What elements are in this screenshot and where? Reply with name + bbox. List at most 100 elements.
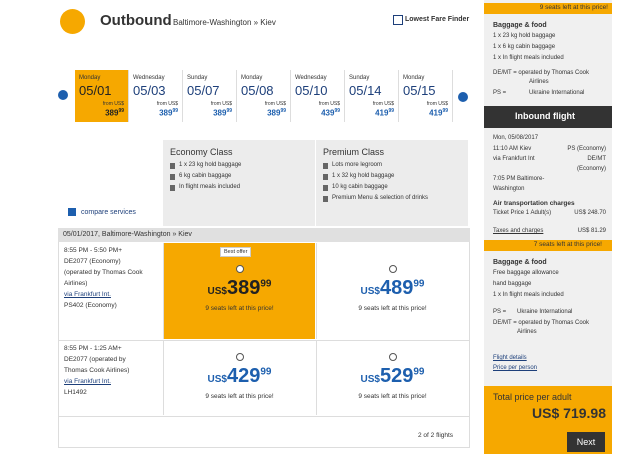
weekday: Sunday (349, 75, 370, 81)
fare-price: US$52999 (317, 365, 468, 388)
fare-price: 389 (226, 277, 261, 299)
sb-link[interactable]: Price per person (493, 365, 538, 371)
fare-cell[interactable]: Best offer US$38999 9 seats left at this p… (163, 243, 315, 339)
price-main: 389 (159, 108, 173, 118)
compare[interactable]: compare services (81, 209, 136, 216)
sb-line: Airlines (529, 79, 549, 85)
feature-icon (170, 163, 175, 169)
radio[interactable] (236, 265, 244, 273)
weekday: Wednesday (295, 75, 327, 81)
badge: Best offer (220, 247, 252, 257)
sb-line: 1 x In flight meals included (493, 55, 564, 61)
price: 43999 (321, 108, 340, 118)
flight-info: Thomas Cook Airlines) (64, 367, 130, 374)
sidebar-bg (484, 0, 612, 454)
sb-line: 1 x 23 kg hold baggage (493, 33, 556, 39)
date: 05/07 (187, 83, 220, 98)
feature-icon (323, 196, 328, 202)
class-name: Economy Class (170, 147, 233, 157)
inbound-bar (484, 106, 612, 128)
sb-line: (Economy) (576, 166, 606, 172)
sb-heading: Air transportation charges (493, 200, 575, 207)
sb-line: Ticket Price 1 Adult(s) (493, 210, 552, 216)
flight-info: via Frankfurt Int. (64, 291, 111, 298)
title: Outbound (100, 12, 172, 29)
flight-info: 8:55 PM - 5:50 PM+ (64, 247, 122, 254)
class-name: Premium Class (323, 147, 385, 157)
price: 38999 (213, 108, 232, 118)
lowest-fare[interactable]: Lowest Fare Finder (405, 16, 470, 23)
date: 05/01 (79, 83, 112, 98)
radio[interactable] (389, 353, 397, 361)
date-prev[interactable] (58, 90, 68, 100)
date: 05/08 (241, 83, 274, 98)
sb-heading: Baggage & food (493, 22, 547, 29)
price-main: 419 (375, 108, 389, 118)
sb-line: 1 x 6 kg cabin baggage (493, 44, 556, 50)
date-next[interactable] (458, 92, 468, 102)
calendar-icon (393, 15, 403, 25)
sb-line: Washington (493, 186, 525, 192)
fare-price: US$42999 (164, 365, 315, 388)
price-main: 389 (267, 108, 281, 118)
fare-cell[interactable]: US$48999 9 seats left at this price! (316, 243, 468, 339)
fare-cell[interactable]: US$42999 9 seats left at this price! (163, 341, 315, 415)
price-cents: 99 (334, 108, 340, 114)
date: 05/03 (133, 83, 166, 98)
sb-line: hand baggage (493, 281, 532, 287)
next-button[interactable]: Next (567, 432, 605, 452)
total-label: Total price per adult (493, 392, 572, 402)
weekday: Monday (241, 75, 263, 81)
flight-info: DE2077 (operated by (64, 356, 126, 363)
fare-price: US$38999 (164, 277, 315, 300)
fare-cell[interactable]: US$52999 9 seats left at this price! (316, 341, 468, 415)
date-cell[interactable]: Monday 05/01 from US$ 38999 (75, 70, 129, 122)
route-bar (58, 228, 470, 242)
sb-line: via Frankfurt Int (493, 156, 535, 162)
total: US$ 719.98 (532, 405, 606, 421)
sb-line: Free baggage allowance (493, 270, 559, 276)
date-cell[interactable]: Monday 05/08 from US$ 38999 (237, 70, 291, 122)
price-main: 419 (429, 108, 443, 118)
date-cell[interactable]: Monday 05/15 from US$ 41999 (399, 70, 453, 122)
sb-heading: Baggage & food (493, 259, 547, 266)
seats-text: 7 seats left at this price! (533, 241, 602, 248)
seats: 9 seats left at this price! (358, 305, 427, 312)
radio[interactable] (236, 353, 244, 361)
flight-info: DE2077 (Economy) (64, 258, 121, 265)
fare-price: 429 (226, 365, 261, 387)
flight-info: Airlines) (64, 280, 88, 287)
sb-line: 11:10 AM Kiev (493, 146, 532, 152)
route: Baltimore-Washington » Kiev (173, 18, 276, 27)
feature: Lots more legroom (332, 162, 383, 168)
date: 05/10 (295, 83, 328, 98)
price-cents: 99 (388, 108, 394, 114)
radio[interactable] (389, 265, 397, 273)
feature-icon (170, 174, 175, 180)
date-cell[interactable]: Wednesday 05/03 from US$ 38999 (129, 70, 183, 122)
feature-icon (323, 185, 328, 191)
sb-link[interactable]: Flight details (493, 355, 527, 361)
feature: Premium Menu & selection of drinks (332, 195, 429, 201)
sb-line: 7:05 PM Baltimore- (493, 176, 545, 182)
seats-bar (484, 3, 612, 14)
sb-line: US$ 81.29 (577, 228, 606, 234)
date-cell[interactable]: Sunday 05/14 from US$ 41999 (345, 70, 399, 122)
flight-info: (operated by Thomas Cook (64, 269, 143, 276)
seats: 9 seats left at this price! (205, 393, 274, 400)
sb-line: DE/MT (587, 156, 606, 162)
sb-line: 1 x In flight meals included (493, 292, 564, 298)
price: 38999 (105, 108, 124, 118)
date-cell[interactable]: Sunday 05/07 from US$ 38999 (183, 70, 237, 122)
feature-icon (170, 185, 175, 191)
price: 38999 (267, 108, 286, 118)
feature-icon (323, 163, 328, 169)
fare-price: 529 (379, 365, 414, 387)
logo (60, 9, 85, 34)
from: from US$ (210, 101, 232, 107)
price: 38999 (159, 108, 178, 118)
sb-line: PS = (493, 309, 507, 315)
sb-link[interactable]: Taxes and charges (493, 228, 544, 234)
date-cell[interactable]: Wednesday 05/10 from US$ 43999 (291, 70, 345, 122)
